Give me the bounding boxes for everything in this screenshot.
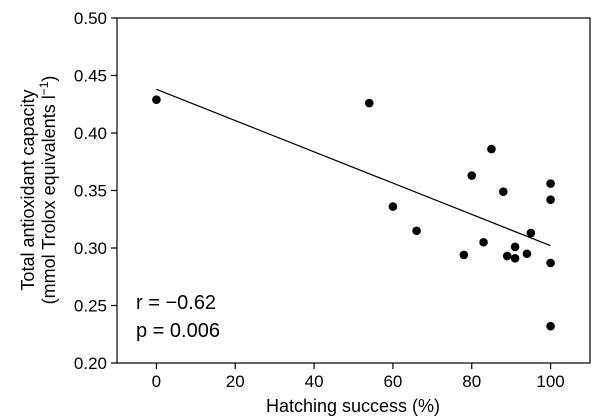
- y-axis-label-close: ): [39, 76, 59, 82]
- data-point: [364, 98, 374, 108]
- y-axis: 0.20 0.25 0.30 0.35 0.40 0.45 0.50: [74, 9, 117, 373]
- y-axis-label-line2: (mmol Trolox equivalents l−1): [37, 76, 59, 305]
- data-point: [487, 144, 496, 154]
- data-point: [546, 195, 555, 204]
- data-point: [412, 226, 421, 236]
- y-tick-label: 0.45: [74, 67, 107, 86]
- data-point: [546, 179, 555, 188]
- x-tick-label: 20: [226, 372, 245, 391]
- x-tick-label: 0: [152, 372, 161, 391]
- data-points: [152, 95, 555, 331]
- y-tick-label: 0.20: [74, 354, 107, 373]
- data-point: [152, 95, 161, 104]
- y-tick-label: 0.30: [74, 239, 107, 258]
- y-axis-label: Total antioxidant capacity (mmol Trolox …: [18, 76, 59, 305]
- x-tick-label: 100: [536, 372, 564, 391]
- y-axis-label-exponent: −1: [37, 81, 51, 95]
- x-axis: 0 20 40 60 80 100: [152, 363, 565, 391]
- data-point: [546, 321, 555, 331]
- data-point: [479, 237, 488, 247]
- x-tick-label: 40: [305, 372, 324, 391]
- x-tick-label: 60: [383, 372, 402, 391]
- p-annotation: p = 0.006: [136, 320, 220, 342]
- data-point: [526, 228, 536, 238]
- data-point: [498, 187, 508, 196]
- r-annotation: r = −0.62: [136, 292, 216, 314]
- data-point: [546, 258, 555, 268]
- x-tick-label: 80: [462, 372, 481, 391]
- y-axis-label-line1: Total antioxidant capacity: [18, 89, 38, 290]
- y-axis-label-unit: (mmol Trolox equivalents l: [39, 95, 59, 304]
- x-axis-label: Hatching success (%): [266, 396, 440, 416]
- data-point: [459, 250, 469, 260]
- regression-line: [156, 88, 551, 247]
- y-tick-label: 0.40: [74, 124, 107, 143]
- data-point: [522, 249, 532, 259]
- data-point: [502, 251, 512, 261]
- data-point: [388, 202, 398, 211]
- data-point: [510, 242, 520, 252]
- y-tick-label: 0.25: [74, 297, 107, 316]
- y-tick-label: 0.35: [74, 182, 107, 201]
- data-point: [467, 171, 477, 180]
- data-point: [510, 254, 520, 263]
- y-tick-label: 0.50: [74, 9, 107, 28]
